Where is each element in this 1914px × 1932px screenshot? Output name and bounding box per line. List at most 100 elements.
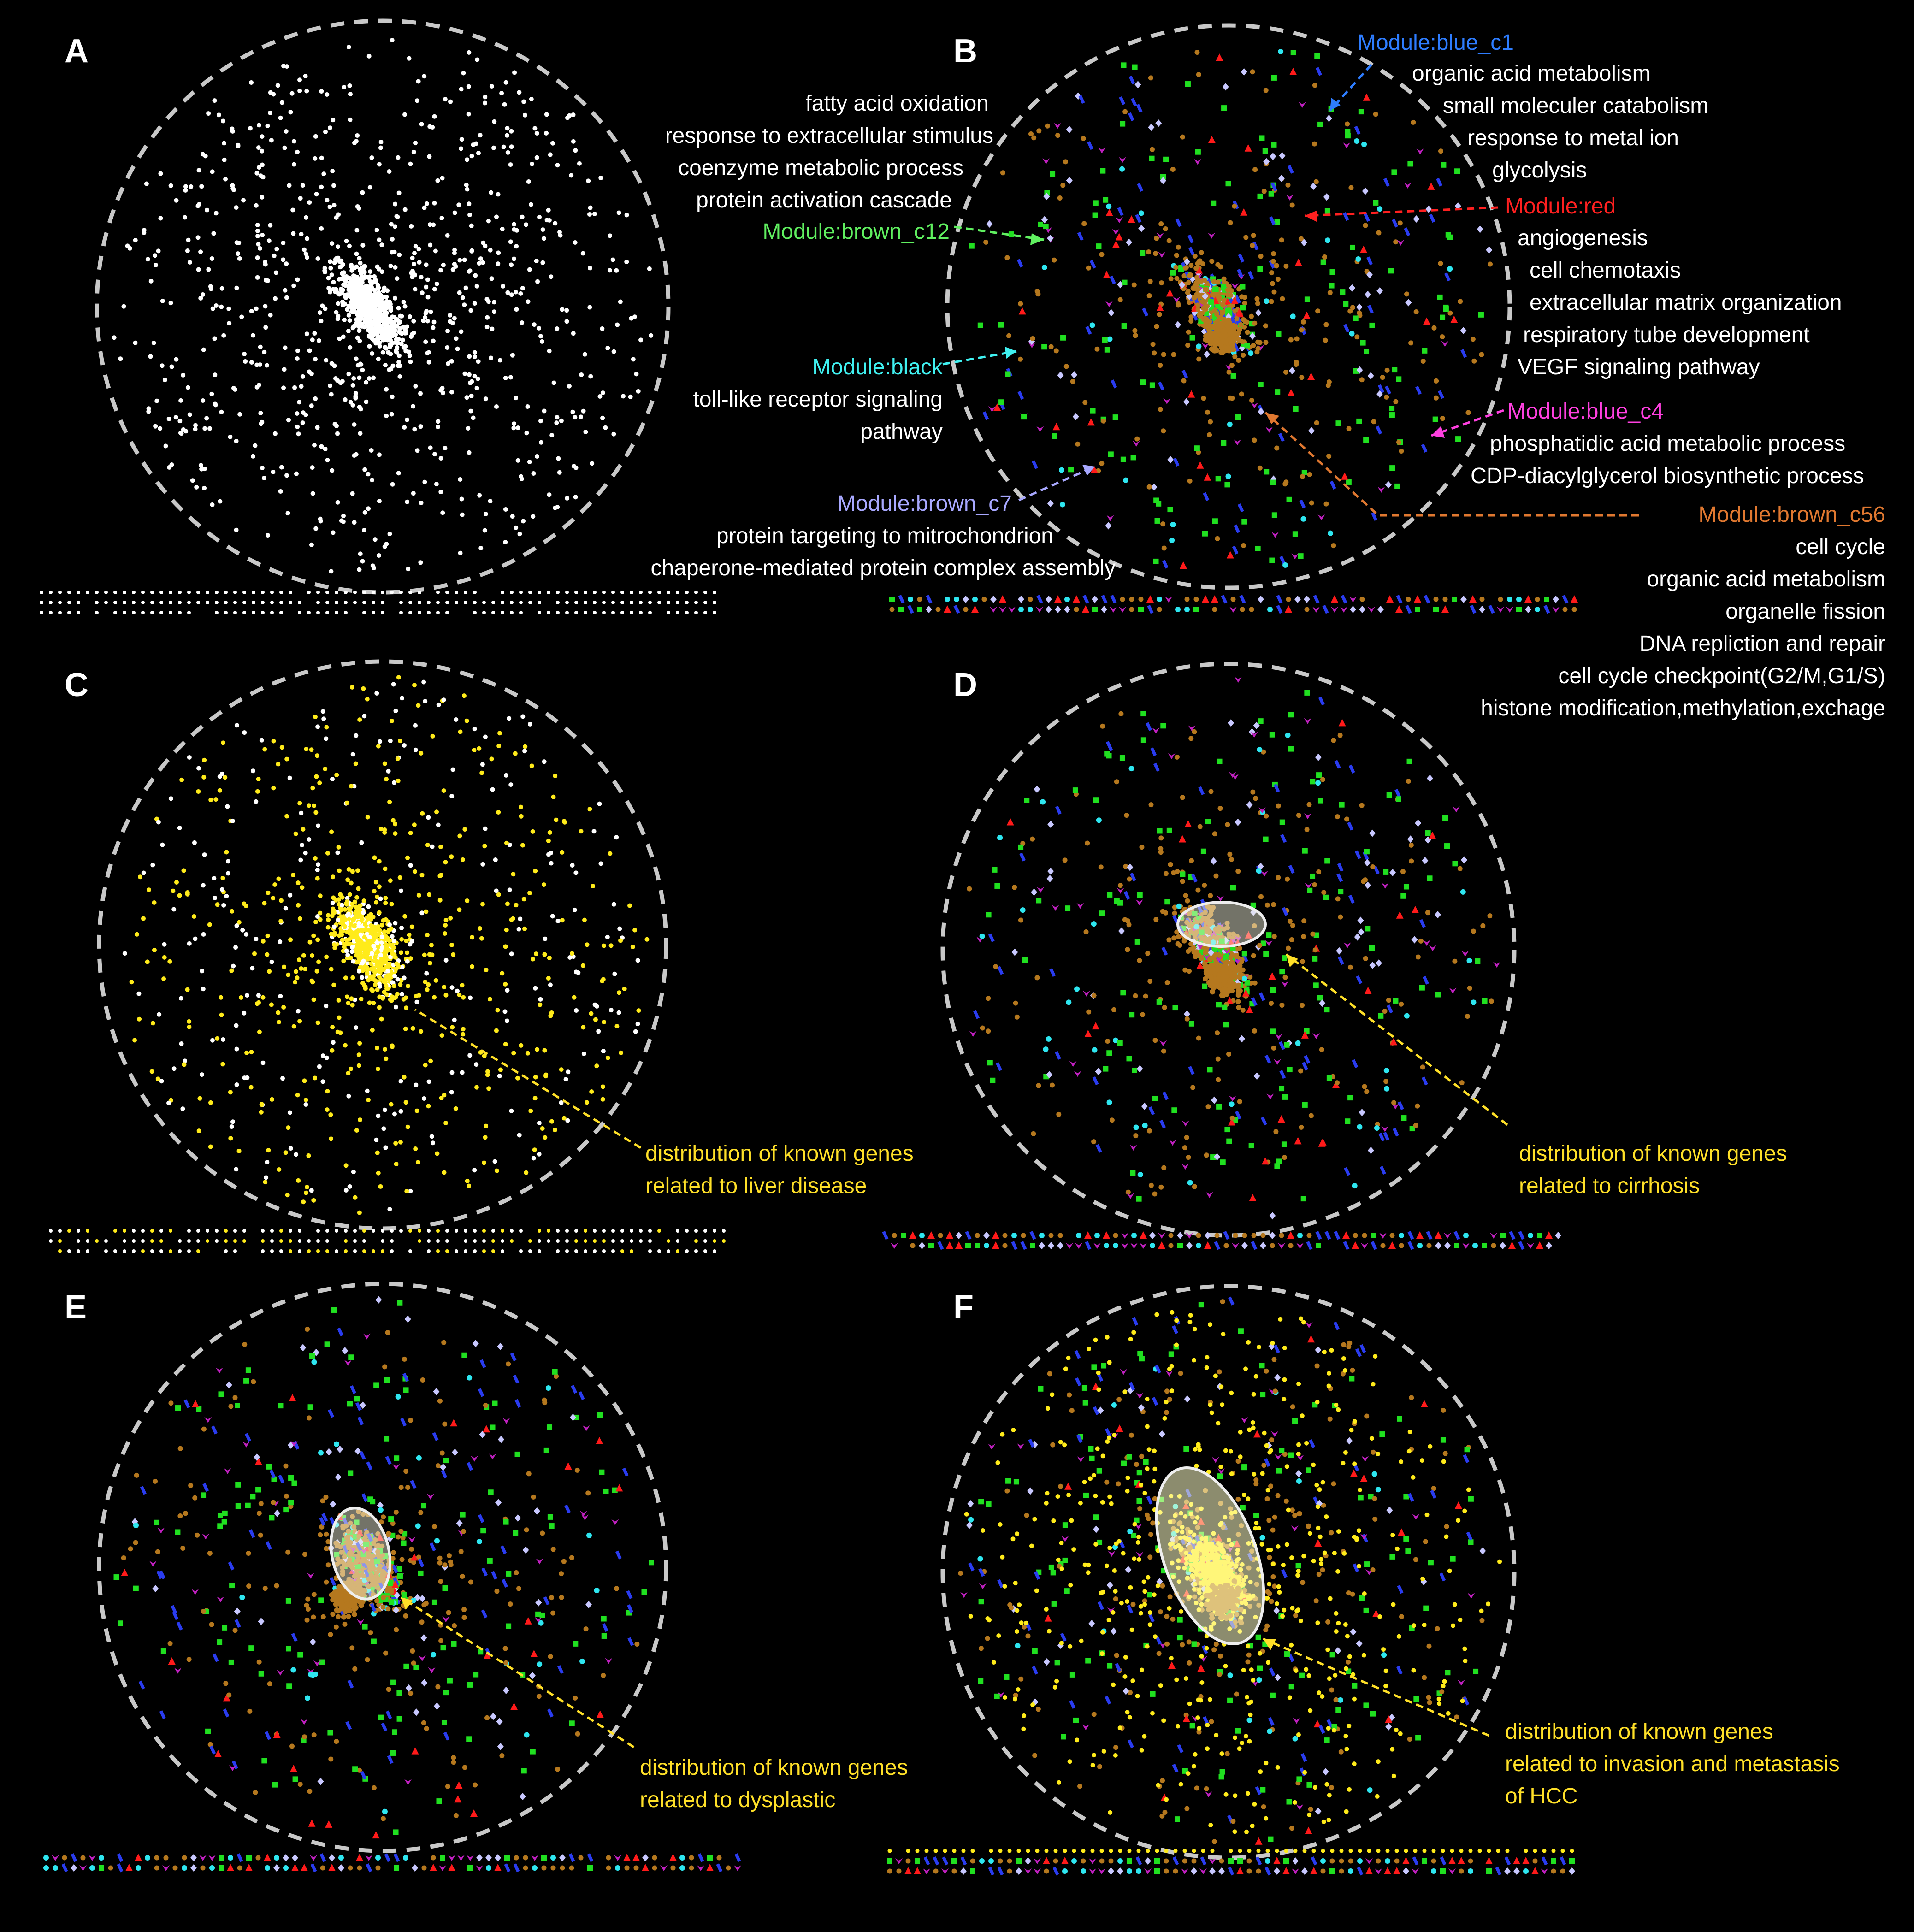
isolated-gene	[593, 1239, 597, 1243]
gene-node	[553, 221, 558, 226]
gene-node	[260, 175, 266, 180]
gene-node	[374, 933, 379, 938]
gene-node	[1187, 478, 1193, 484]
gene-node	[347, 1184, 352, 1189]
gene-node	[384, 414, 389, 419]
gene-node	[472, 301, 477, 306]
gene-node	[1066, 999, 1072, 1005]
isolated-gene	[372, 1229, 375, 1233]
gene-node	[305, 255, 310, 260]
gene-node	[1232, 354, 1238, 360]
gene-node	[467, 1053, 473, 1058]
gene-node	[129, 980, 134, 985]
gene-node	[309, 1188, 314, 1193]
gene-node	[265, 952, 270, 957]
gene-node	[236, 251, 241, 256]
gene-node	[353, 761, 358, 766]
gene-node	[1052, 257, 1057, 263]
gene-node	[1228, 220, 1233, 225]
gene-node	[547, 955, 552, 960]
gene-node	[402, 914, 408, 919]
gene-node	[294, 1152, 299, 1157]
gene-node	[382, 544, 387, 549]
gene-node	[375, 961, 380, 966]
gene-node	[1181, 378, 1187, 384]
gene-node	[1106, 203, 1112, 209]
gene-node	[150, 1021, 155, 1026]
gene-node	[1082, 400, 1088, 405]
gene-node	[375, 941, 380, 946]
gene-node	[539, 440, 544, 445]
gene-node	[1304, 690, 1310, 696]
gene-node	[388, 305, 393, 310]
gene-node	[171, 1066, 177, 1071]
gene-node	[281, 240, 286, 245]
gene-node	[554, 420, 559, 425]
gene-node	[407, 353, 412, 358]
gene-node	[161, 976, 166, 981]
gene-node	[144, 181, 149, 186]
gene-node	[1230, 597, 1236, 602]
gene-node	[369, 448, 374, 453]
gene-node	[576, 970, 581, 975]
gene-node	[354, 264, 359, 269]
gene-node	[264, 1175, 269, 1180]
gene-node	[365, 971, 370, 976]
gene-node	[465, 187, 470, 192]
gene-node	[1364, 349, 1370, 354]
gene-node	[389, 1102, 394, 1107]
gene-node	[411, 331, 416, 336]
isolated-gene	[565, 601, 569, 604]
gene-node	[390, 236, 395, 242]
gene-node	[419, 1029, 424, 1034]
isolated-gene	[206, 1239, 209, 1243]
gene-node	[1183, 265, 1188, 271]
gene-node	[261, 475, 266, 480]
gene-node	[391, 983, 396, 988]
gene-node	[362, 467, 367, 472]
gene-node	[570, 409, 575, 414]
gene-node	[295, 1009, 301, 1014]
gene-node	[349, 262, 354, 267]
gene-node	[496, 892, 501, 897]
gene-node	[521, 519, 526, 524]
gene-node	[419, 500, 424, 505]
gene-node	[156, 820, 161, 825]
gene-node	[467, 50, 472, 55]
isolated-gene	[694, 1229, 698, 1233]
gene-node	[562, 820, 567, 825]
gene-node	[342, 84, 347, 89]
gene-node	[262, 901, 267, 906]
gene-node	[382, 1107, 387, 1112]
gene-node	[348, 345, 353, 350]
gene-node	[249, 360, 254, 365]
gene-node	[326, 276, 331, 281]
gene-node	[219, 409, 224, 414]
gene-node	[419, 873, 425, 878]
gene-node	[515, 425, 520, 431]
gene-node	[564, 319, 569, 324]
gene-node	[449, 942, 455, 947]
gene-node	[156, 248, 161, 254]
gene-node	[431, 325, 436, 330]
gene-node	[579, 372, 584, 378]
gene-node	[486, 1086, 491, 1091]
gene-node	[142, 228, 147, 233]
gene-node	[352, 324, 357, 329]
gene-node	[499, 91, 504, 96]
gene-node	[589, 1089, 594, 1094]
gene-node	[474, 284, 479, 289]
gene-node	[1349, 244, 1355, 250]
isolated-gene	[538, 611, 541, 614]
module-label-black: Module:black	[812, 355, 943, 379]
gene-node	[1571, 607, 1577, 612]
gene-node	[1189, 858, 1194, 863]
gene-node	[1193, 597, 1199, 602]
gene-node	[450, 267, 455, 272]
isolated-gene	[418, 611, 421, 614]
gene-node	[200, 969, 205, 974]
gene-node	[233, 945, 238, 950]
isolated-gene	[482, 601, 486, 604]
gene-node	[152, 947, 157, 952]
gene-node	[573, 240, 578, 245]
